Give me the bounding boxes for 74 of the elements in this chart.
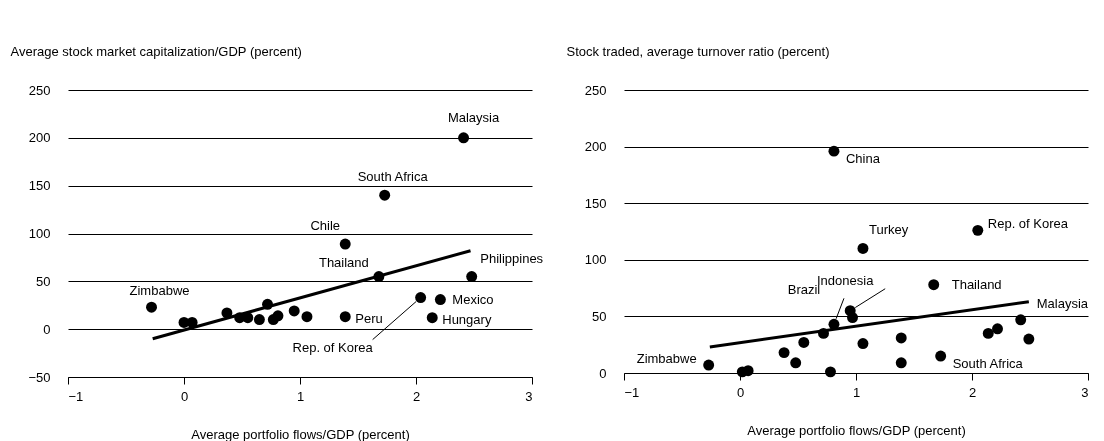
y-tick-label: 0 [599,365,607,381]
annotation: Rep. of Korea [987,216,1069,232]
annotation: Chile [310,218,341,234]
point [253,314,265,326]
point [339,311,351,323]
y-tick-label: 250 [28,82,51,98]
annotation: Hungary [442,311,492,327]
x-tick-label: 2 [412,388,421,404]
point [857,338,869,350]
annotation: Zimbabwe [129,283,190,299]
point [426,312,438,324]
point [458,132,470,144]
annotation: Malaysia [447,109,500,125]
annotation: China [845,151,881,167]
annotation: Zimbabwe [636,351,697,367]
y-tick-label: 150 [584,195,607,211]
point [1023,333,1035,345]
annotation: Mexico [452,291,494,307]
y-tick-label: 50 [592,308,607,324]
point [928,279,940,291]
point [1015,314,1027,326]
y-tick-label: 50 [36,273,51,289]
point [339,238,351,250]
x-tick-label: 0 [736,384,745,400]
point [935,350,947,362]
y-tick-label: −50 [28,369,51,385]
point [288,305,300,317]
annotation: Philippines [480,250,544,266]
point [895,332,907,344]
point [415,292,427,304]
annotation: South Africa [357,169,429,185]
y-axis-title: Stock traded, average turnover ratio (percent) [566,43,830,59]
point [703,359,715,371]
annotation: Malaysia [1036,295,1089,311]
x-tick-label: 1 [852,384,861,400]
point [146,301,157,313]
point [301,311,313,323]
x-tick-label: 1 [296,388,305,404]
y-axis-title: Average stock market capitalization/GDP (percent) [10,43,302,59]
point [434,294,446,305]
x-tick-label: −1 [624,384,640,400]
x-tick-label: 0 [180,388,189,404]
point [972,224,984,236]
annotation: Thailand [951,276,1002,292]
x-tick-label: 3 [1081,384,1089,400]
point [847,312,858,323]
x-tick-label: −1 [68,388,84,404]
annotation: South Africa [952,356,1024,372]
y-tick-label: 100 [584,252,607,268]
point [825,366,836,378]
y-tick-label: 100 [28,226,51,241]
point [379,189,391,201]
point [895,357,907,369]
x-axis-title: Average portfolio flows/GDP (percent) [747,422,966,438]
x-tick-label: 3 [525,388,533,404]
y-tick-label: 150 [28,178,51,194]
x-axis-title: Average portfolio flows/GDP (percent) [191,426,410,441]
point [857,243,869,254]
y-tick-label: 200 [28,130,51,146]
point [992,323,1003,335]
x-tick-label: 2 [968,384,977,400]
point [790,357,802,369]
y-tick-label: 200 [584,139,607,155]
annotation: Turkey [868,222,909,238]
annotation: Rep. of Korea [292,339,374,355]
point [272,310,284,322]
annotation: Thailand [318,254,369,270]
y-tick-label: 0 [43,321,51,337]
annotation: Peru [355,310,383,326]
y-tick-label: 250 [584,82,607,98]
point [778,347,790,359]
point [798,336,810,348]
point [982,327,994,339]
point [828,145,840,157]
